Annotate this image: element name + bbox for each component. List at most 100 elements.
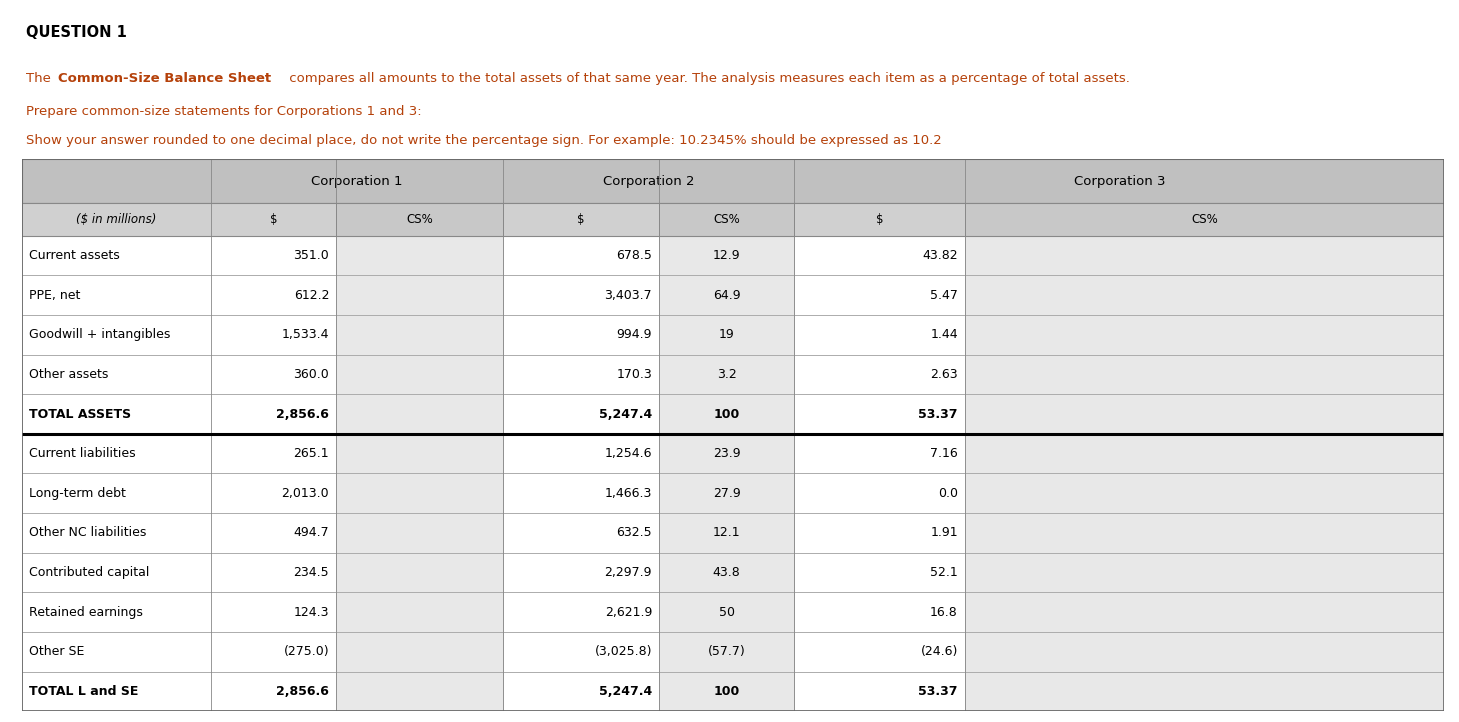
Text: 1,533.4: 1,533.4 [282,329,330,342]
Bar [22,513,1444,553]
Bar [964,203,1444,236]
Bar [964,275,1444,315]
Text: 53.37: 53.37 [918,407,959,420]
Text: 360.0: 360.0 [293,368,330,381]
Bar [659,513,794,553]
Text: 1,466.3: 1,466.3 [604,487,652,500]
Text: TOTAL ASSETS: TOTAL ASSETS [29,407,131,420]
Text: Contributed capital: Contributed capital [29,566,149,579]
Text: Long-term debt: Long-term debt [29,487,125,500]
Text: Other assets: Other assets [29,368,108,381]
Text: Corporation 1: Corporation 1 [311,175,403,188]
Text: Current assets: Current assets [29,249,120,262]
Text: CS%: CS% [713,213,740,226]
Bar [964,671,1444,711]
Bar [659,474,794,513]
Text: CS%: CS% [406,213,433,226]
Text: 100: 100 [713,685,740,698]
Text: PPE, net: PPE, net [29,289,80,302]
Bar [964,315,1444,355]
Bar [659,355,794,394]
Text: 2,297.9: 2,297.9 [604,566,652,579]
Text: (3,025.8): (3,025.8) [595,645,652,658]
Text: TOTAL L and SE: TOTAL L and SE [29,685,139,698]
Bar [964,474,1444,513]
Bar [22,553,1444,592]
Bar [659,236,794,275]
Text: 632.5: 632.5 [617,526,652,539]
Text: ($ in millions): ($ in millions) [76,213,156,226]
Bar [964,434,1444,474]
Bar [659,275,794,315]
Bar [659,394,794,434]
Text: $: $ [875,213,883,226]
Text: 3,403.7: 3,403.7 [604,289,652,302]
Text: 1.91: 1.91 [931,526,959,539]
Text: 994.9: 994.9 [617,329,652,342]
Bar [336,434,503,474]
Bar [22,632,1444,671]
Bar [336,632,503,671]
Text: (24.6): (24.6) [921,645,959,658]
Text: 234.5: 234.5 [293,566,330,579]
Bar [22,315,1444,355]
Text: 27.9: 27.9 [713,487,741,500]
Text: 43.8: 43.8 [713,566,741,579]
Text: 0.0: 0.0 [938,487,959,500]
Bar [336,553,503,592]
Bar [336,315,503,355]
Text: $: $ [270,213,277,226]
Text: 7.16: 7.16 [931,447,959,460]
Text: Show your answer rounded to one decimal place, do not write the percentage sign.: Show your answer rounded to one decimal … [26,134,943,147]
Bar [22,671,1444,711]
Text: 2.63: 2.63 [931,368,959,381]
Text: 3.2: 3.2 [716,368,737,381]
Bar [336,275,503,315]
Text: The: The [26,72,55,85]
Text: 2,621.9: 2,621.9 [604,606,652,619]
Text: 1,254.6: 1,254.6 [604,447,652,460]
Text: 23.9: 23.9 [713,447,741,460]
Text: Retained earnings: Retained earnings [29,606,143,619]
Bar [659,671,794,711]
Text: Other NC liabilities: Other NC liabilities [29,526,146,539]
Text: Common-Size Balance Sheet: Common-Size Balance Sheet [58,72,271,85]
Bar [22,394,1444,434]
Text: 5.47: 5.47 [929,289,959,302]
Bar [336,203,503,236]
Text: 12.1: 12.1 [713,526,741,539]
Text: 1.44: 1.44 [931,329,959,342]
Text: 19: 19 [719,329,735,342]
Bar [964,236,1444,275]
Text: 43.82: 43.82 [922,249,959,262]
Bar [22,203,1444,236]
Text: (57.7): (57.7) [708,645,746,658]
Text: Current liabilities: Current liabilities [29,447,136,460]
Bar [22,275,1444,315]
Text: 612.2: 612.2 [293,289,330,302]
Text: CS%: CS% [1192,213,1218,226]
Bar [336,474,503,513]
Text: 5,247.4: 5,247.4 [598,685,652,698]
Text: 53.37: 53.37 [918,685,959,698]
Bar [336,671,503,711]
Bar [659,553,794,592]
Bar [659,315,794,355]
Text: QUESTION 1: QUESTION 1 [26,25,127,40]
Bar [964,632,1444,671]
Bar [22,159,1444,203]
Bar [659,592,794,632]
Bar [659,632,794,671]
Text: $: $ [578,213,585,226]
Text: 124.3: 124.3 [293,606,330,619]
Text: 678.5: 678.5 [616,249,652,262]
Text: Prepare common-size statements for Corporations 1 and 3:: Prepare common-size statements for Corpo… [26,105,422,118]
Bar [964,355,1444,394]
Bar [336,236,503,275]
Text: 16.8: 16.8 [931,606,959,619]
Text: 170.3: 170.3 [616,368,652,381]
Bar [964,592,1444,632]
Bar [336,592,503,632]
Text: 52.1: 52.1 [931,566,959,579]
Text: 100: 100 [713,407,740,420]
